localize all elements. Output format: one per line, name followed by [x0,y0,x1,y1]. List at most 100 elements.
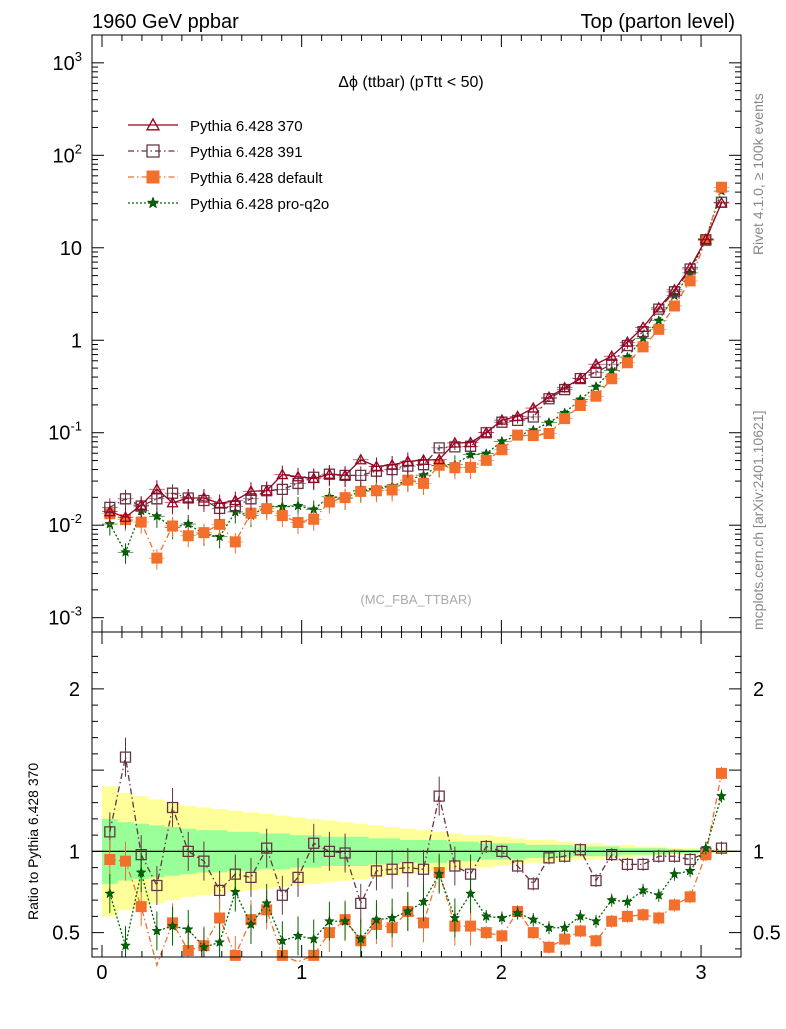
data-point [699,233,712,245]
y-tick-label: 10 [60,238,82,260]
data-point [260,484,273,496]
y-tick-label: 10-3 [48,604,82,630]
data-point [291,470,305,482]
ratio-point [464,868,477,880]
series-Pythia-6428-pro-q2o [101,185,730,564]
data-point [339,469,351,482]
data-point [574,372,586,385]
ratio-point [402,861,414,874]
data-point [197,491,211,503]
ratio-point [590,874,602,887]
legend: Pythia 6.428 370 Pythia 6.428 391 Pythia 6… [128,117,329,213]
data-point [119,493,132,505]
ratio-point [653,850,665,862]
ratio-point [386,863,398,875]
data-point [135,500,147,512]
ratio-line [109,795,723,948]
ratio-point [715,767,727,779]
data-point [292,516,304,528]
data-point [511,410,524,422]
ratio-point [229,868,241,880]
data-point [465,461,477,473]
ratio-y-tick-label: 2 [69,679,80,701]
data-point [386,458,399,470]
ratio-point [480,910,492,921]
data-point [574,372,587,384]
ratio-point [621,858,634,871]
data-point [527,401,540,413]
data-point [323,496,335,508]
data-point [339,492,351,504]
legend-marker [145,117,161,131]
legend-entry: Pythia 6.428 pro-q2o [190,196,329,213]
data-point [496,435,508,446]
data-point [668,300,680,312]
ratio-point [606,894,618,905]
data-point [104,501,116,513]
data-point [401,455,414,467]
data-point [417,453,430,465]
data-point [292,500,304,511]
ratio-series-Pythia-6428-391 [104,737,728,923]
ratio-point [669,868,680,879]
data-point [527,430,539,442]
data-point [433,442,445,454]
ratio-panel: 0 1 2 3 0.5 0.5 1 1 2 2 [52,631,781,984]
data-point [653,314,665,326]
data-point [182,491,195,503]
ratio-y-tick-label-right: 2 [753,679,764,701]
ratio-point [229,886,241,897]
data-point [464,436,477,448]
data-point [370,460,383,472]
data-point [543,416,555,428]
data-point [652,301,665,313]
ratio-point [308,837,320,849]
ratio-point [402,905,414,917]
data-point [182,518,194,529]
ratio-point [527,878,539,890]
ratio-point [574,910,586,921]
ratio-line [109,773,723,968]
data-point [276,510,288,522]
y-tick-label: 103 [53,49,82,75]
data-point [119,510,132,522]
series-line [109,190,723,554]
ratio-point [621,910,633,922]
ratio-point [637,909,649,921]
ratio-y-tick-label-right: 0.5 [753,923,781,945]
side-label-rivet: Rivet 4.1.0, ≥ 100k events [750,93,766,255]
series-Pythia-6428-default [101,181,730,570]
ratio-point [590,935,602,947]
ratio-point [417,863,430,875]
ratio-point [480,927,492,939]
main-title: Δϕ (ttbar) (pTtt < 50) [338,74,483,91]
data-point [166,487,179,499]
y-tick-exponent: -2 [70,511,82,526]
ratio-point [668,850,681,862]
data-point [276,468,289,480]
series-line [109,202,723,518]
ratio-ylabel: Ratio to Pythia 6.428 370 [25,763,41,920]
data-point [448,436,461,448]
series-line [109,187,723,560]
ratio-point [198,855,210,867]
ratio-point [355,897,367,910]
side-label-mcplots: mcplots.cern.ch [arXiv:2401.10621] [750,411,766,630]
ratio-point [637,858,649,871]
ratio-point [323,845,336,858]
data-point [245,493,257,505]
ratio-point [684,853,696,866]
ratio-point [449,912,461,923]
ratio-series-Pythia-6428-pro-q2o [104,789,727,957]
ratio-point [465,887,476,899]
data-point [621,335,634,347]
data-point [543,428,555,439]
legend-marker [146,196,160,209]
data-point [166,496,179,508]
ratio-point [166,801,179,814]
data-point [229,500,241,512]
ratio-point [276,889,288,901]
ratio-point [182,845,194,858]
ratio-y-tick-label: 1 [69,841,80,863]
y-tick-label: 10-1 [48,419,82,445]
